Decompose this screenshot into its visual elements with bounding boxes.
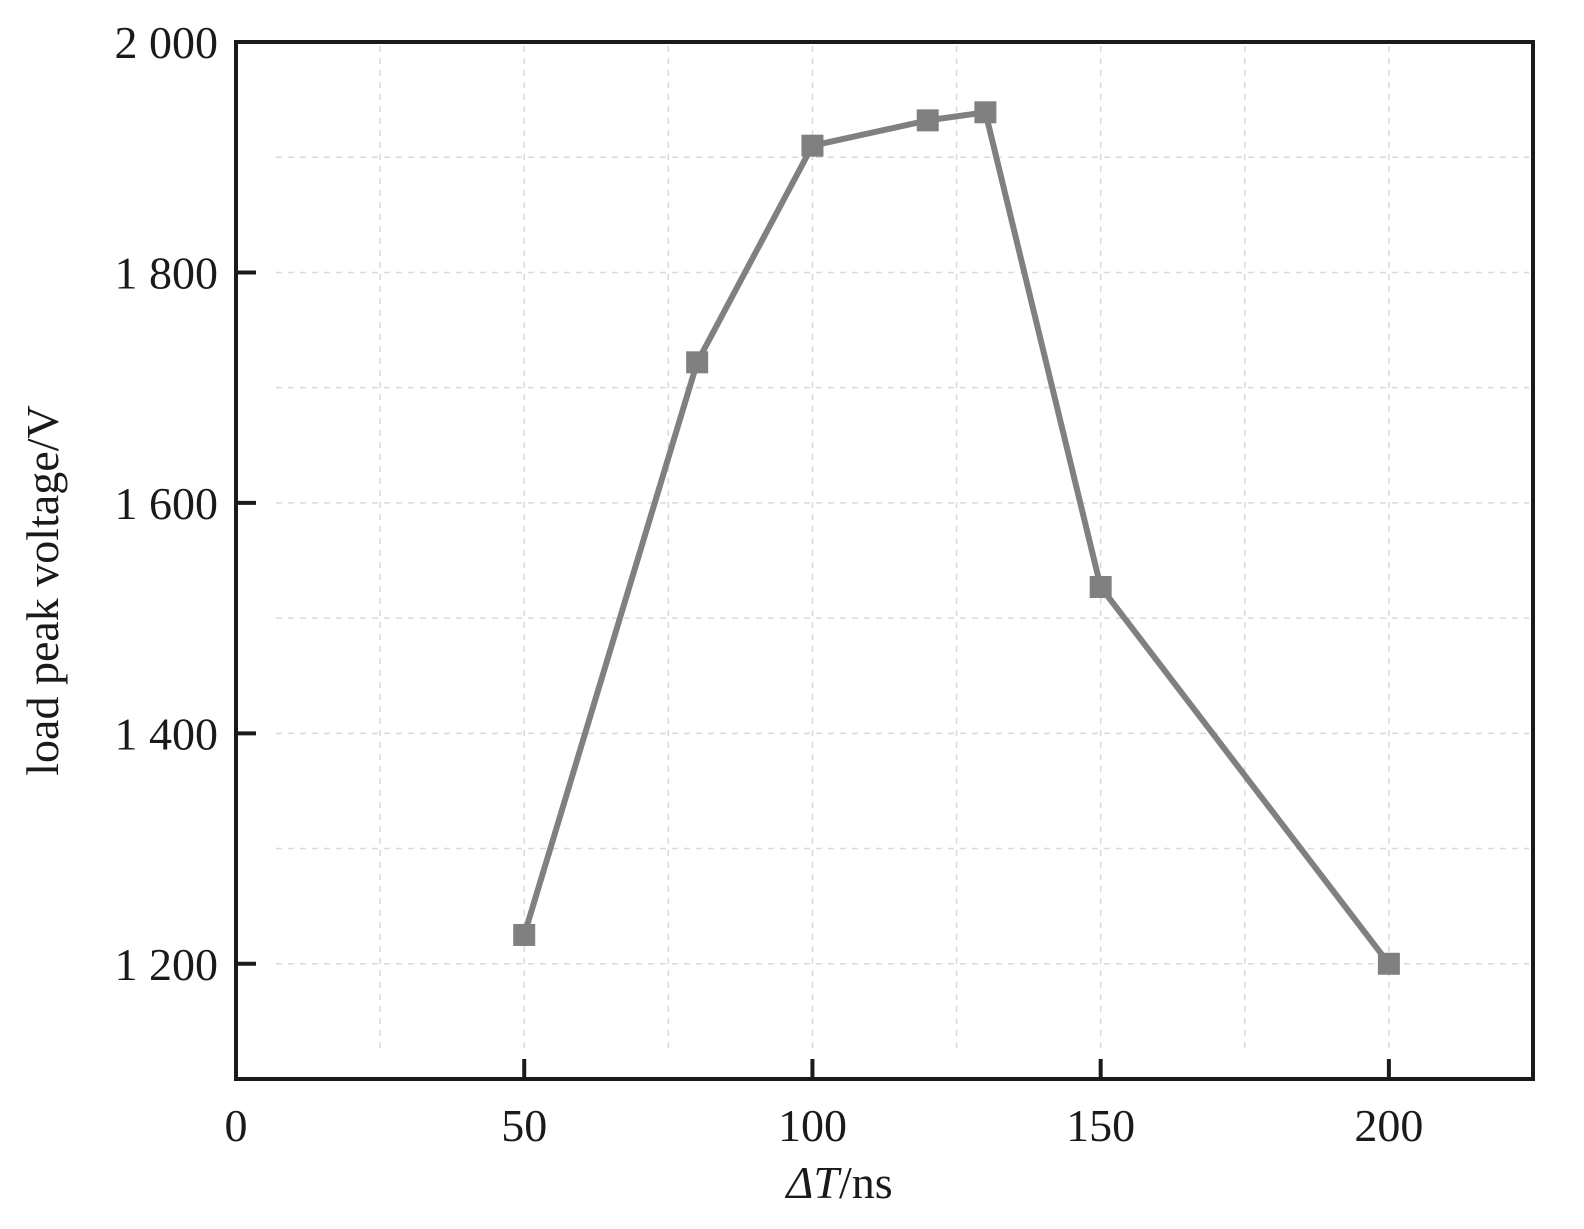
data-series xyxy=(513,101,1400,975)
data-point xyxy=(686,351,709,374)
x-tick-label: 0 xyxy=(225,1100,248,1151)
y-tick-label: 1 800 xyxy=(115,247,219,298)
data-point xyxy=(1089,576,1112,599)
data-point xyxy=(801,134,824,157)
x-axis-label: ΔT/ns xyxy=(784,1157,892,1208)
x-tick-label: 200 xyxy=(1354,1100,1423,1151)
data-point xyxy=(916,109,939,132)
x-axis-label-symbol: ΔT xyxy=(784,1157,842,1208)
y-tick-label: 1 600 xyxy=(115,478,219,529)
data-point xyxy=(513,923,536,946)
x-tick-label: 100 xyxy=(778,1100,847,1151)
y-tick-label: 1 200 xyxy=(115,939,219,990)
tick-labels: 0 50 100 150 200 1 200 1 400 1 600 1 800 2 000 xyxy=(115,17,1424,1151)
y-axis-label: load peak voltage/V xyxy=(17,405,68,775)
x-tick-label: 50 xyxy=(501,1100,547,1151)
data-point xyxy=(1377,952,1400,975)
axis-ticks xyxy=(236,270,1391,1079)
data-point xyxy=(974,101,997,124)
x-tick-label: 150 xyxy=(1066,1100,1135,1151)
plot-frame xyxy=(234,40,1535,1081)
y-tick-label: 1 400 xyxy=(115,708,219,759)
x-axis-label-unit: /ns xyxy=(839,1157,893,1208)
grid xyxy=(276,46,1529,1049)
y-tick-label: 2 000 xyxy=(115,17,219,68)
